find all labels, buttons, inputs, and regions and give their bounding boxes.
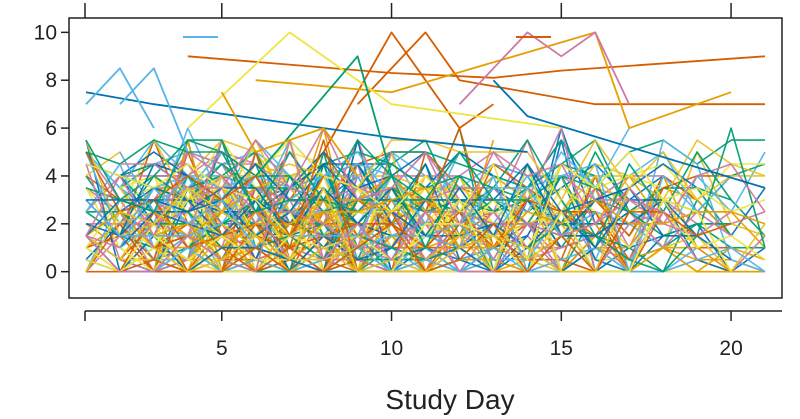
plot-frame (68, 17, 783, 299)
series-line (153, 175, 325, 237)
series-line (153, 211, 732, 273)
series-line (85, 151, 766, 261)
series-line (153, 187, 630, 273)
series-line-highlight (119, 67, 189, 153)
series-line-highlight (85, 91, 528, 153)
x-axis-title: Study Day (385, 384, 514, 415)
series-line-highlight (492, 79, 766, 189)
series-layer (85, 31, 766, 273)
series-line-highlight (85, 67, 155, 129)
x-tick-label: 20 (719, 337, 742, 360)
series-line (85, 139, 494, 249)
series-line (86, 163, 324, 213)
x-tick-label: 15 (550, 337, 573, 360)
y-tick-label: 10 (34, 21, 57, 44)
y-tick-label: 8 (45, 69, 57, 92)
series-line-highlight (458, 31, 631, 105)
series-line-highlight (322, 31, 494, 153)
series-line-highlight (187, 31, 562, 129)
x-tick-label: 10 (380, 337, 403, 360)
y-tick-label: 2 (45, 213, 57, 236)
series-line (85, 175, 596, 237)
y-tick-label: 4 (45, 165, 57, 188)
y-tick-label: 0 (45, 261, 57, 284)
series-line (153, 187, 528, 261)
series-line-highlight (356, 31, 765, 106)
series-line (153, 199, 732, 273)
y-tick-label: 6 (45, 117, 57, 140)
series-line (119, 127, 766, 225)
series-line-highlight (255, 55, 393, 177)
series-line-highlight (187, 55, 766, 79)
series-line (85, 139, 698, 273)
x-tick-label: 5 (216, 337, 228, 360)
series-line-highlight (221, 91, 359, 177)
axes: 0 2 4 6 8 10 5 10 15 20 (34, 3, 782, 360)
